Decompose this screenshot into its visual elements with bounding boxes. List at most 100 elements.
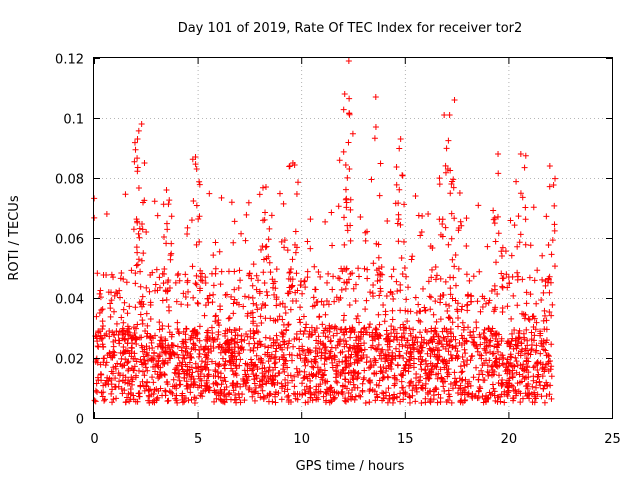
data-point xyxy=(403,296,410,303)
data-point xyxy=(349,270,356,277)
data-point xyxy=(361,325,368,332)
data-point xyxy=(444,333,451,340)
data-point xyxy=(266,364,273,371)
data-point xyxy=(502,368,509,375)
data-point xyxy=(193,165,200,172)
data-point xyxy=(189,369,196,376)
data-point xyxy=(240,303,247,310)
data-point xyxy=(142,364,149,371)
data-point xyxy=(484,362,491,369)
data-point xyxy=(110,364,117,371)
data-point xyxy=(425,210,432,217)
data-point xyxy=(391,374,398,381)
data-point xyxy=(451,369,458,376)
data-point xyxy=(242,237,249,244)
data-point xyxy=(526,274,533,281)
x-tick-label: 0 xyxy=(90,432,98,447)
data-point xyxy=(528,345,535,352)
data-point xyxy=(479,303,486,310)
data-point xyxy=(348,386,355,393)
data-point xyxy=(522,216,529,223)
data-point xyxy=(453,379,460,386)
data-point xyxy=(108,271,115,278)
data-point xyxy=(203,329,210,336)
data-point xyxy=(448,336,455,343)
data-point xyxy=(475,202,482,209)
data-point xyxy=(286,337,293,344)
data-point xyxy=(435,333,442,340)
data-point xyxy=(103,359,110,366)
data-point xyxy=(325,270,332,277)
data-point xyxy=(241,378,248,385)
data-point xyxy=(299,380,306,387)
data-point xyxy=(109,399,116,406)
data-point xyxy=(250,389,257,396)
data-point xyxy=(523,374,530,381)
data-point xyxy=(285,340,292,347)
data-point xyxy=(219,355,226,362)
data-point xyxy=(175,374,182,381)
data-point xyxy=(301,368,308,375)
data-point xyxy=(261,216,268,223)
data-point xyxy=(447,274,454,281)
data-point xyxy=(481,396,488,403)
data-point xyxy=(250,318,257,325)
data-point xyxy=(160,201,167,208)
data-point xyxy=(381,318,388,325)
data-point xyxy=(148,339,155,346)
data-point xyxy=(125,367,132,374)
data-point xyxy=(440,334,447,341)
data-point xyxy=(124,347,131,354)
data-point xyxy=(122,356,129,363)
data-point xyxy=(222,327,229,334)
data-point xyxy=(233,396,240,403)
data-point xyxy=(437,395,444,402)
data-point xyxy=(168,250,175,257)
data-point xyxy=(137,300,144,307)
data-point xyxy=(187,389,194,396)
data-point xyxy=(323,297,330,304)
data-point xyxy=(185,288,192,295)
data-point xyxy=(522,152,529,159)
data-point xyxy=(190,327,197,334)
data-point xyxy=(374,393,381,400)
data-point xyxy=(245,272,252,279)
data-point xyxy=(221,330,228,337)
data-point xyxy=(498,380,505,387)
data-point xyxy=(437,293,444,300)
data-point xyxy=(210,291,217,298)
data-point xyxy=(355,273,362,280)
data-point xyxy=(190,375,197,382)
data-point xyxy=(545,241,552,248)
data-point xyxy=(215,331,222,338)
data-point xyxy=(488,288,495,295)
data-point xyxy=(425,278,432,285)
data-point xyxy=(342,395,349,402)
data-point xyxy=(201,351,208,358)
data-point xyxy=(439,378,446,385)
data-point xyxy=(222,378,229,385)
data-point xyxy=(278,238,285,245)
data-point xyxy=(159,392,166,399)
data-point xyxy=(550,181,557,188)
data-point xyxy=(110,396,117,403)
data-point xyxy=(379,389,386,396)
data-point xyxy=(119,325,126,332)
data-point xyxy=(218,381,225,388)
data-point xyxy=(321,367,328,374)
data-point xyxy=(285,321,292,328)
data-point xyxy=(342,186,349,193)
data-point xyxy=(426,375,433,382)
x-tick-label: 20 xyxy=(501,432,518,447)
data-point xyxy=(345,360,352,367)
data-point xyxy=(292,249,299,256)
data-point xyxy=(153,266,160,273)
data-point xyxy=(135,230,142,237)
data-point xyxy=(407,357,414,364)
data-point xyxy=(202,365,209,372)
data-point xyxy=(363,359,370,366)
x-tick-label: 25 xyxy=(604,432,621,447)
data-point xyxy=(185,397,192,404)
data-point xyxy=(126,380,133,387)
data-point xyxy=(352,337,359,344)
